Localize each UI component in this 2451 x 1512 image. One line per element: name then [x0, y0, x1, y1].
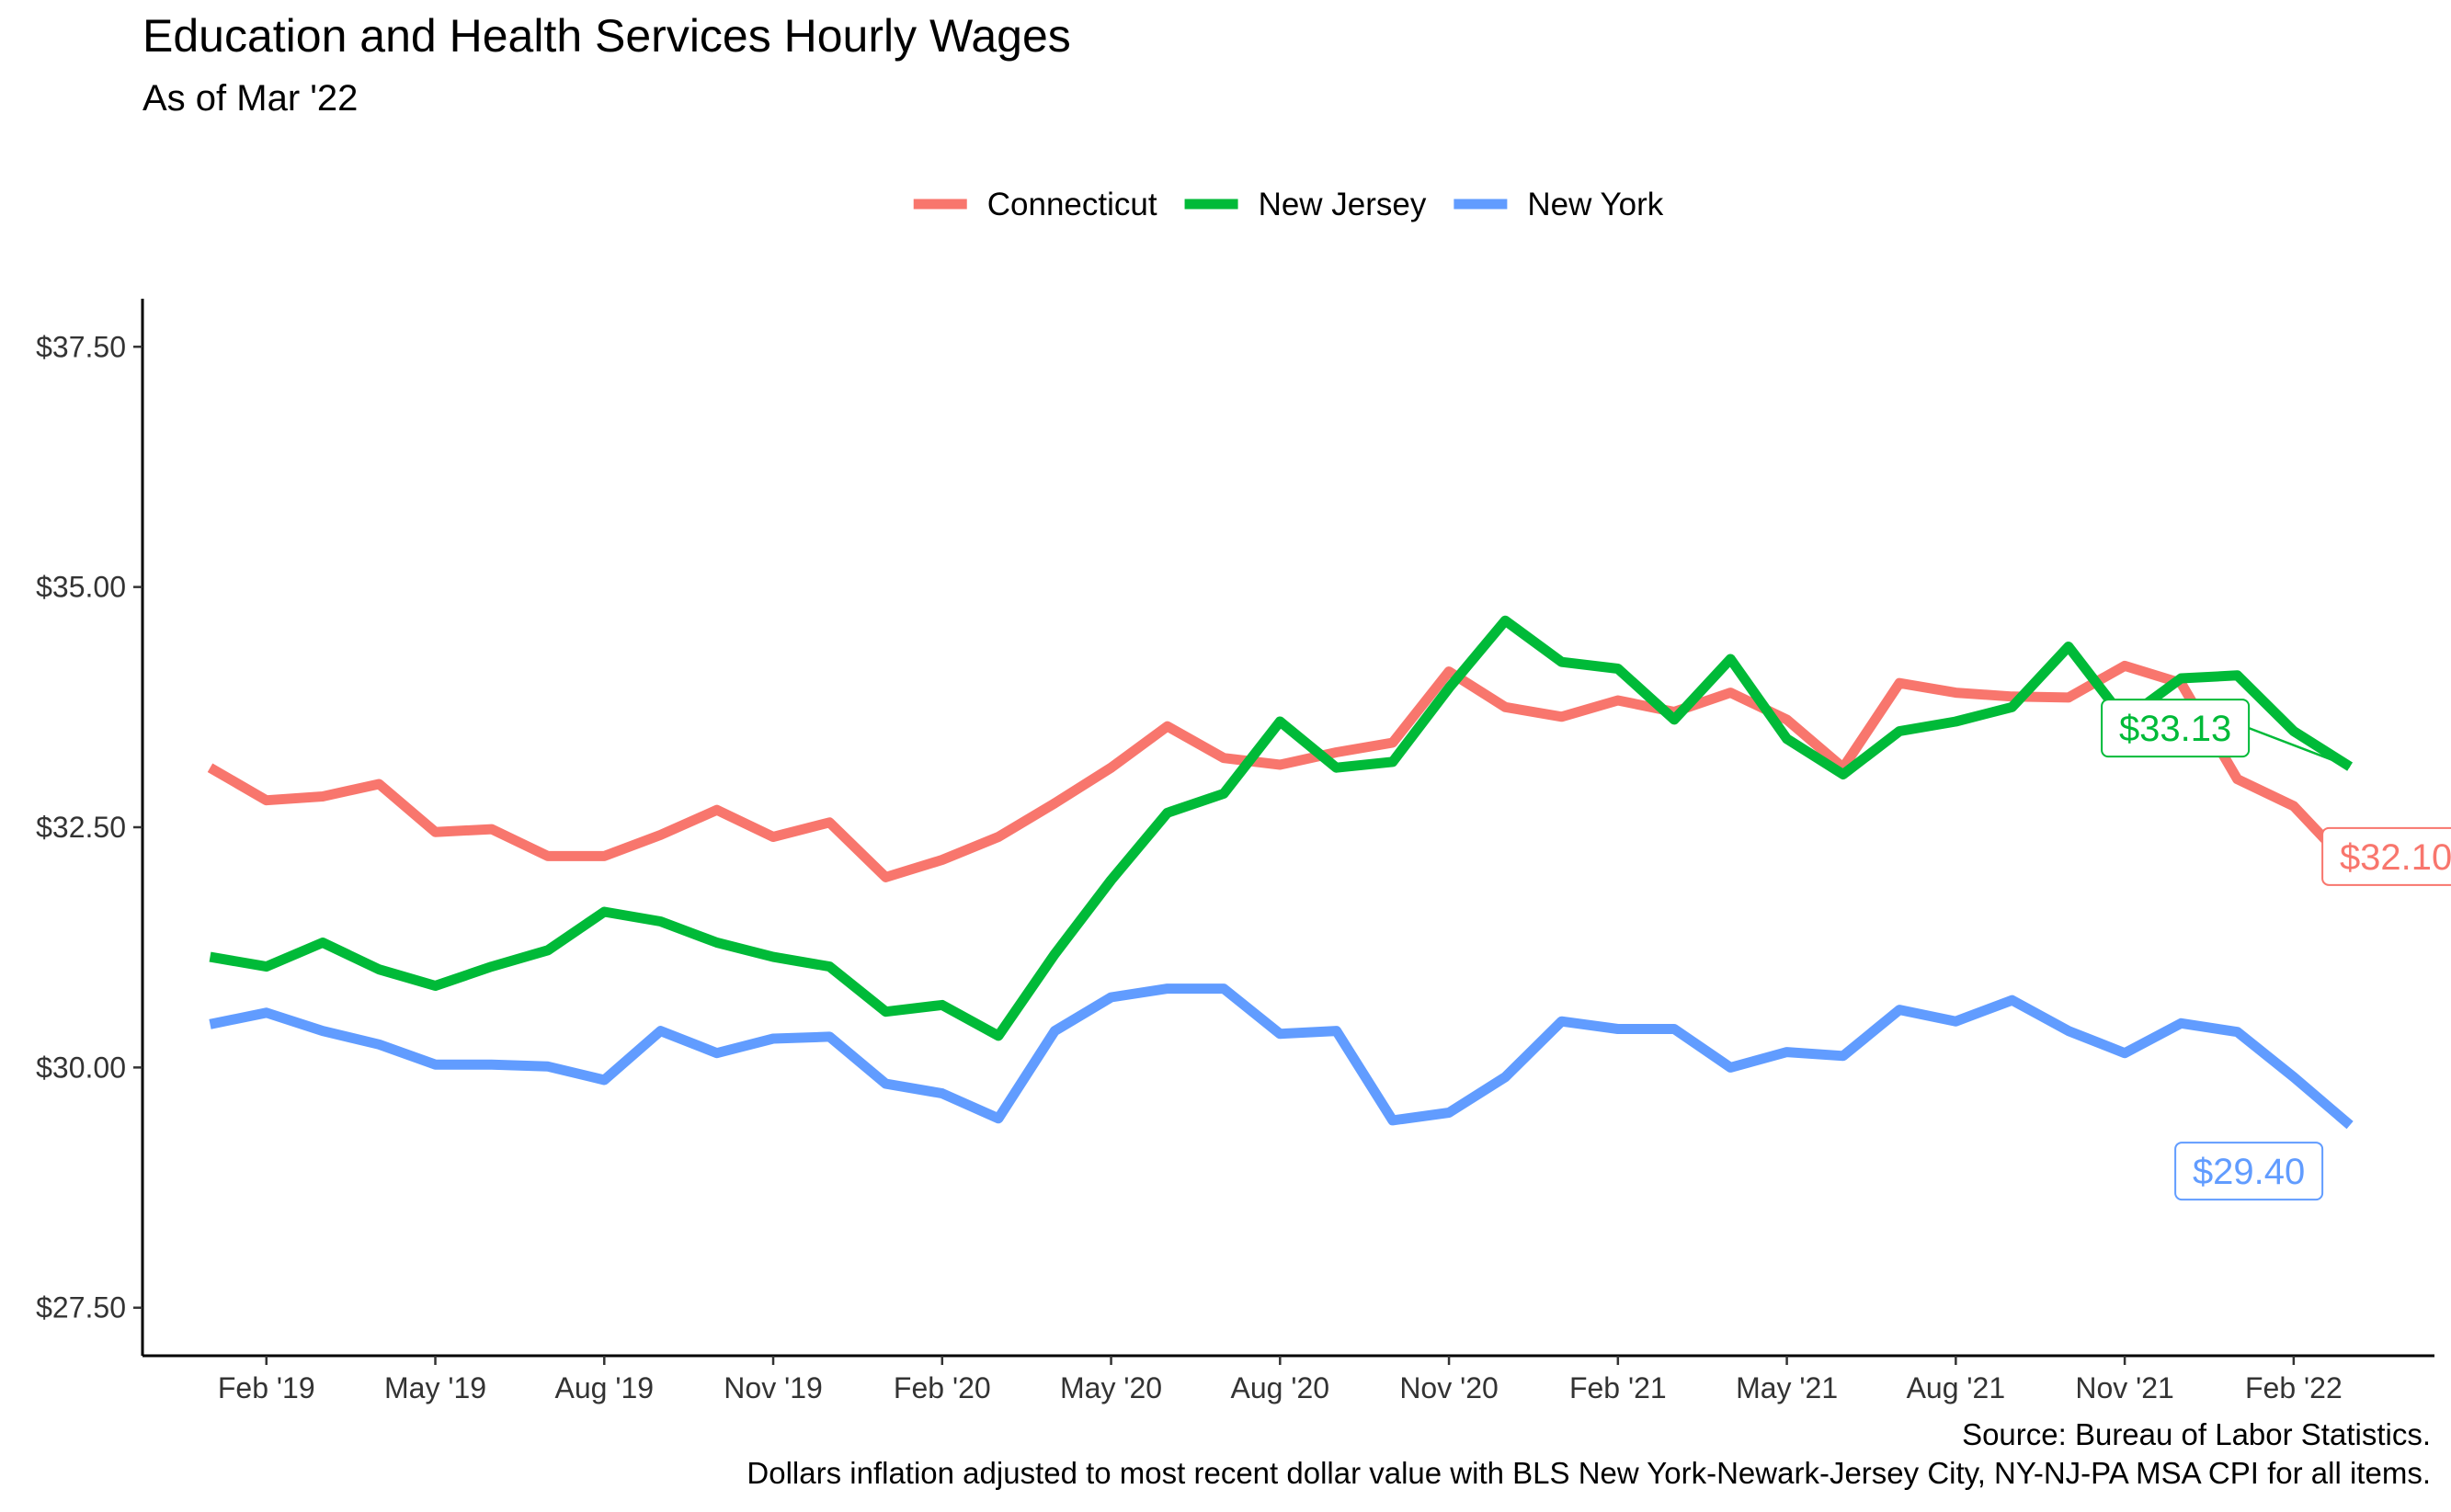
- legend-label: Connecticut: [987, 187, 1157, 222]
- x-tick-label: Feb '19: [218, 1371, 315, 1404]
- end-label-box: [2101, 699, 2251, 758]
- legend-item-new-jersey: New Jersey: [1184, 187, 1427, 222]
- end-label-leader: [2248, 726, 2351, 768]
- series-line-connecticut: [207, 660, 2354, 882]
- legend: Connecticut New Jersey New York: [913, 187, 1664, 222]
- series-lines: [207, 615, 2354, 1130]
- axes: $27.50 $30.00 $32.50 $35.00 $37.50 Feb '19 May…: [36, 299, 2434, 1404]
- x-tick-label: Feb '22: [2245, 1371, 2343, 1404]
- x-tick-label: May '19: [384, 1371, 486, 1404]
- x-tick-label: Feb '20: [894, 1371, 991, 1404]
- end-label-new-jersey: $33.13: [2101, 699, 2351, 768]
- legend-item-connecticut: Connecticut: [913, 187, 1157, 222]
- x-tick-label: Aug '19: [555, 1371, 655, 1404]
- legend-label: New York: [1527, 187, 1663, 222]
- x-tick-label: Nov '19: [724, 1371, 823, 1404]
- x-tick-label: May '20: [1060, 1371, 1162, 1404]
- end-label-value: $32.10: [2340, 837, 2451, 878]
- end-label-value: $29.40: [2193, 1152, 2305, 1192]
- end-label-box: [2321, 826, 2451, 886]
- y-tick-label: $37.50: [36, 330, 126, 363]
- end-label-box: [2174, 1142, 2324, 1201]
- series-line-new-york: [209, 983, 2354, 1130]
- x-tick-label: May '21: [1736, 1371, 1838, 1404]
- end-label-new-york: $29.40: [2174, 1142, 2324, 1201]
- end-labels: $32.10 $33.13 $29.40: [2101, 699, 2451, 1201]
- inflation-note: Dollars inflation adjusted to most recen…: [747, 1456, 2431, 1490]
- x-tick-label: Feb '21: [1569, 1371, 1667, 1404]
- chart-subtitle: As of Mar '22: [142, 78, 359, 119]
- y-tick-label: $30.00: [36, 1051, 126, 1084]
- x-tick-label: Nov '21: [2075, 1371, 2174, 1404]
- y-tick-label: $32.50: [36, 811, 126, 844]
- legend-label: New Jersey: [1259, 187, 1427, 222]
- y-tick-label: $27.50: [36, 1291, 126, 1324]
- x-tick-label: Nov '20: [1399, 1371, 1499, 1404]
- legend-item-new-york: New York: [1454, 187, 1664, 222]
- end-label-value: $33.13: [2119, 709, 2231, 749]
- chart-title: Education and Health Services Hourly Wag…: [142, 10, 1071, 62]
- series-line-new-jersey: [209, 615, 2354, 1041]
- y-tick-label: $35.00: [36, 571, 126, 604]
- end-label-connecticut: $32.10: [2321, 826, 2451, 886]
- source-caption: Source: Bureau of Labor Statistics.: [1962, 1417, 2431, 1451]
- x-tick-label: Aug '21: [1907, 1371, 2006, 1404]
- x-tick-label: Aug '20: [1231, 1371, 1330, 1404]
